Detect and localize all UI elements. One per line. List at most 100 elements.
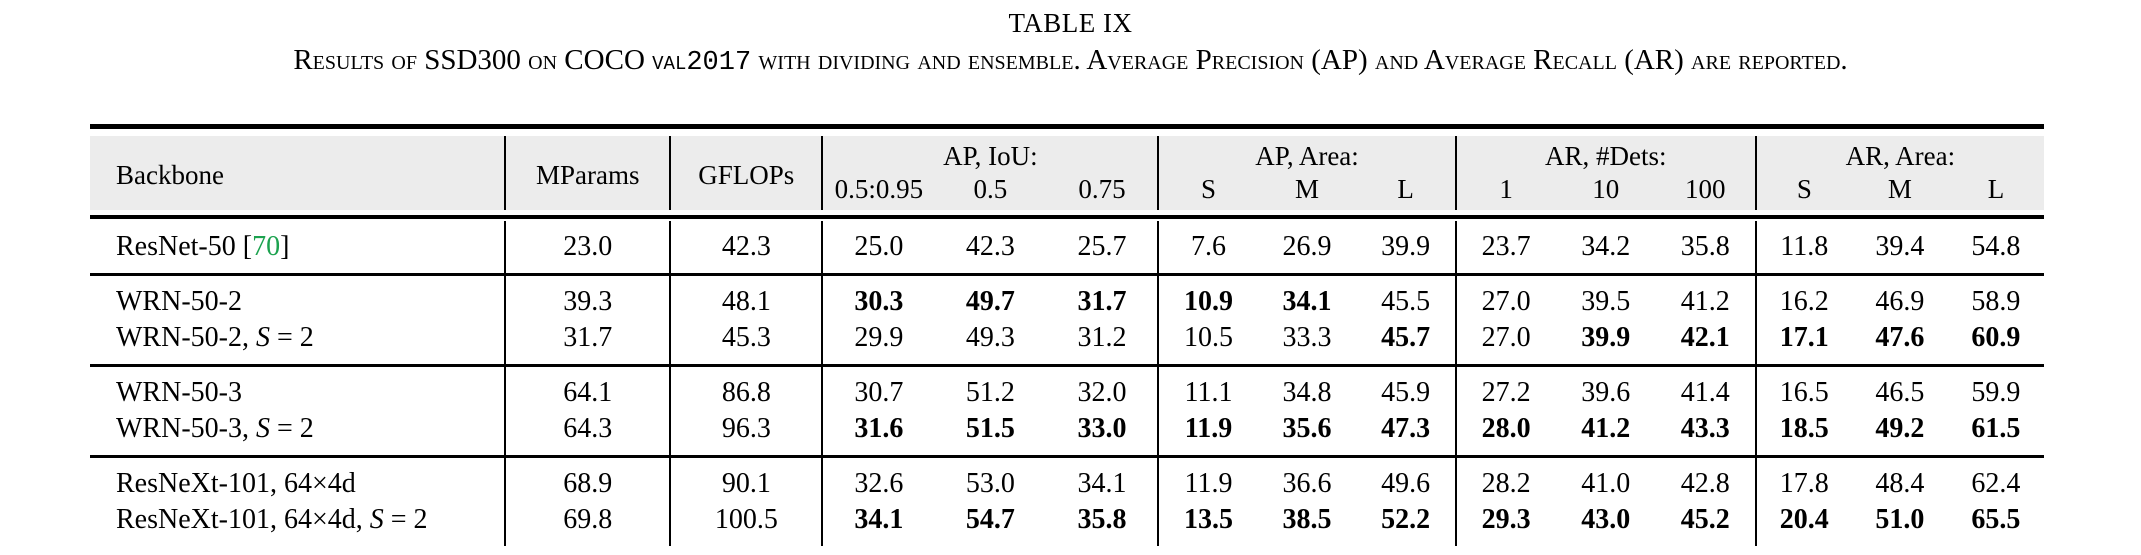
- math-variable: S: [255, 322, 270, 353]
- metric-value-cell: 16.2: [1754, 273, 1852, 320]
- backbone-name: ResNeXt-101, 64×4d: [116, 468, 356, 499]
- metric-value-cell: 34.2: [1581, 231, 1631, 262]
- backbone-cell: ResNet-50 [70]: [90, 221, 505, 275]
- metric-value-cell: 17.8: [1754, 455, 1852, 502]
- citation-link[interactable]: 70: [252, 231, 281, 262]
- metric-value-cell: 42.1: [1680, 322, 1730, 353]
- metric-value-cell: 69.8: [504, 502, 671, 546]
- math-expression: = 2: [383, 504, 428, 535]
- metric-value-cell: 35.8: [1077, 504, 1127, 535]
- metric-value-cell: 53.0: [934, 455, 1047, 502]
- col-header-gflops: GFLOPs: [669, 136, 823, 210]
- metric-value-cell: 34.1: [1257, 273, 1357, 320]
- subcol-header-ar-area-s: S: [1754, 173, 1852, 210]
- metric-value-cell: 10.9: [1157, 273, 1258, 320]
- metric-value-cell: 58.9: [1947, 273, 2044, 320]
- metric-value-cell: 29.9: [821, 320, 935, 366]
- metric-value-cell: 11.9: [1157, 411, 1258, 457]
- metric-value-cell: 48.4: [1851, 455, 1948, 502]
- table-row: WRN-50-2, S = 2 31.7 45.3 29.9 49.3 31.2 10.5 3…: [90, 320, 2044, 366]
- metric-value-cell: 62.4: [1947, 455, 2044, 502]
- metric-value-cell: 51.0: [1875, 504, 1925, 535]
- backbone-name: WRN-50-3,: [116, 413, 256, 444]
- metric-value-cell: 25.0: [821, 221, 935, 275]
- subcol-header-ap-iou-05-095: 0.5:0.95: [821, 173, 935, 210]
- backbone-cell: WRN-50-3: [90, 364, 506, 411]
- math-expression: = 2: [269, 413, 314, 444]
- metric-value-cell: 41.4: [1655, 364, 1756, 411]
- group-header-ap-area: AP, Area:: [1157, 136, 1456, 173]
- metric-value-cell: 52.2: [1381, 504, 1431, 535]
- metric-value-cell: 23.7: [1454, 221, 1556, 275]
- metric-value-cell: 96.3: [669, 411, 823, 457]
- metric-value-cell: 28.2: [1454, 455, 1556, 502]
- metric-value-cell: 7.6: [1157, 221, 1258, 275]
- caption-code-val2017: val2017: [652, 48, 752, 78]
- metric-value-cell: 10.5: [1157, 320, 1258, 366]
- group-header-ap-iou: AP, IoU:: [821, 136, 1159, 173]
- metric-value-cell: 47.3: [1381, 413, 1431, 444]
- subcol-header-ap-area-s: S: [1157, 173, 1258, 210]
- table-row: ResNeXt-101, 64×4d 68.9 90.1 32.6 53.0 34.1 11…: [90, 455, 2044, 502]
- metric-value-cell: 38.5: [1282, 504, 1332, 535]
- metric-value-cell: 45.7: [1381, 322, 1431, 353]
- metric-value-cell: 54.7: [965, 504, 1015, 535]
- metric-value-cell: 11.1: [1157, 364, 1258, 411]
- table-row: ResNeXt-101, 64×4d, S = 2 69.8 100.5 34.1 54…: [90, 502, 2044, 546]
- metric-value-cell: 51.5: [965, 413, 1015, 444]
- metric-value-cell: 35.6: [1282, 413, 1332, 444]
- results-table: Backbone MParams GFLOPs AP, IoU: AP, Are…: [90, 124, 2044, 555]
- backbone-cell: WRN-50-3, S = 2: [90, 411, 505, 457]
- subcol-header-ar-dets-1: 1: [1454, 173, 1556, 210]
- metric-value-cell: 16.5: [1754, 364, 1852, 411]
- metric-value-cell: 68.9: [504, 455, 671, 502]
- metric-value-cell: 27.2: [1454, 364, 1556, 411]
- metric-value-cell: 45.9: [1356, 364, 1456, 411]
- metric-value-cell: 42.3: [669, 221, 823, 275]
- metric-value-cell: 51.2: [934, 364, 1047, 411]
- metric-value-cell: 30.7: [821, 364, 935, 411]
- results-table-body: ResNet-50 [70] 23.0 42.3 25.0 42.3 25.7 7.6 26.…: [90, 221, 2044, 546]
- table-row: WRN-50-2 39.3 48.1 30.3 49.7 31.7 10.9 34.1 45.5…: [90, 273, 2044, 320]
- table-row: WRN-50-3 64.1 86.8 30.7 51.2 32.0 11.1 34.8 45.9…: [90, 364, 2044, 411]
- backbone-cell: WRN-50-2, S = 2: [90, 320, 505, 366]
- header-divider-rule: [90, 215, 2044, 219]
- metric-value-cell: 39.5: [1555, 273, 1656, 320]
- metric-value-cell: 39.3: [504, 273, 671, 320]
- table-row: WRN-50-3, S = 2 64.3 96.3 31.6 51.5 33.0 11.9 3…: [90, 411, 2044, 457]
- caption-text-post: with dividing and ensemble. Average Prec…: [751, 44, 1848, 76]
- metric-value-cell: 39.9: [1581, 322, 1631, 353]
- metric-value-cell: 45.5: [1356, 273, 1456, 320]
- table-number-heading: TABLE IX: [1008, 8, 1133, 38]
- metric-value-cell: 64.3: [504, 411, 671, 457]
- metric-value-cell: 49.7: [934, 273, 1047, 320]
- metric-value-cell: 31.6: [821, 411, 935, 457]
- metric-value-cell: 61.5: [1971, 413, 2021, 444]
- subcol-header-ap-area-m: M: [1257, 173, 1357, 210]
- metric-value-cell: 29.3: [1454, 502, 1556, 546]
- metric-value-cell: 34.1: [1046, 455, 1159, 502]
- metric-value-cell: 47.6: [1875, 322, 1925, 353]
- backbone-cell: WRN-50-2: [90, 273, 506, 320]
- metric-value-cell: 41.2: [1655, 273, 1756, 320]
- metric-value-cell: 11.8: [1754, 221, 1852, 275]
- metric-value-cell: 39.6: [1555, 364, 1656, 411]
- math-variable: S: [369, 504, 384, 535]
- metric-value-cell: 25.7: [1077, 231, 1127, 262]
- metric-value-cell: 41.0: [1555, 455, 1656, 502]
- backbone-name: WRN-50-3: [116, 377, 242, 408]
- subcol-header-ar-dets-10: 10: [1555, 173, 1656, 210]
- metric-value-cell: 45.2: [1680, 504, 1730, 535]
- metric-value-cell: 28.0: [1454, 411, 1556, 457]
- table-caption: Results of SSD300 on COCO val2017 with d…: [0, 43, 2141, 80]
- metric-value-cell: 32.6: [821, 455, 935, 502]
- metric-value-cell: 86.8: [669, 364, 823, 411]
- metric-value-cell: 43.3: [1680, 413, 1730, 444]
- citation-bracket-close: ]: [280, 231, 290, 262]
- metric-value-cell: 36.6: [1257, 455, 1357, 502]
- metric-value-cell: 26.9: [1282, 231, 1332, 262]
- col-header-mparams: MParams: [504, 136, 671, 210]
- metric-value-cell: 35.8: [1680, 231, 1730, 262]
- metric-value-cell: 27.0: [1454, 273, 1556, 320]
- subcol-header-ar-area-l: L: [1947, 173, 2044, 210]
